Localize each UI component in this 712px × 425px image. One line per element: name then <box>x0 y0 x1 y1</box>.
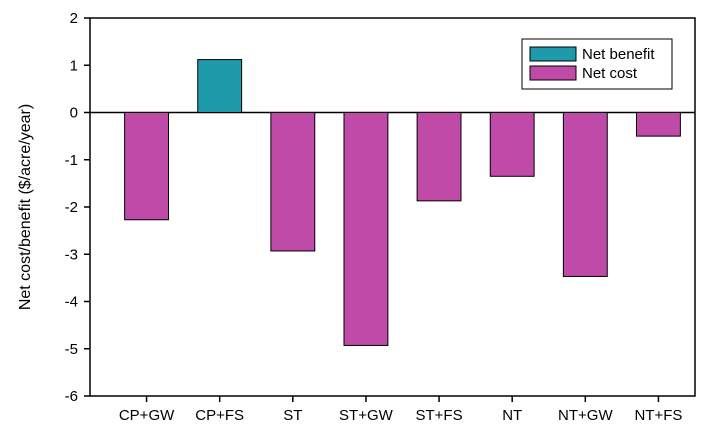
x-tick-label: NT+FS <box>634 407 682 424</box>
y-tick-label: 0 <box>70 105 78 122</box>
legend-swatch-net-benefit <box>529 46 577 62</box>
bar-st <box>270 112 316 252</box>
y-tick-label: -4 <box>65 294 78 311</box>
y-tick-label: 1 <box>70 57 78 74</box>
x-tick-label: ST <box>283 407 302 424</box>
x-tick-label: CP+GW <box>119 407 175 424</box>
y-axis-ticks: 2 1 0 -1 -2 -3 -4 -5 -6 <box>65 10 90 405</box>
x-axis-labels: CP+GW CP+FS ST ST+GW ST+FS NT NT+GW NT+FS <box>119 396 682 424</box>
bars <box>124 59 681 346</box>
bar-cp-fs <box>197 59 243 113</box>
legend-label-net-benefit: Net benefit <box>582 46 655 63</box>
x-tick-label: ST+FS <box>416 407 463 424</box>
y-tick-label: 2 <box>70 10 78 27</box>
bar-cp-gw <box>124 112 169 221</box>
bar-st-gw <box>343 112 389 346</box>
y-tick-label: -1 <box>65 152 78 169</box>
x-tick-label: NT <box>502 407 522 424</box>
bar-st-fs <box>416 112 462 202</box>
y-tick-label: -6 <box>65 388 78 405</box>
legend-label-net-cost: Net cost <box>582 65 638 82</box>
bar-nt-gw <box>562 112 608 277</box>
y-tick-label: -2 <box>65 199 78 216</box>
legend: Net benefit Net cost <box>521 38 673 90</box>
x-tick-label: CP+FS <box>195 407 244 424</box>
bar-nt-fs <box>636 112 681 137</box>
x-tick-label: ST+GW <box>339 407 394 424</box>
bar-nt <box>489 112 535 177</box>
y-axis-label: Net cost/benefit ($/acre/year) <box>17 104 34 310</box>
legend-swatch-net-cost <box>529 65 577 81</box>
y-tick-label: -5 <box>65 341 78 358</box>
x-tick-label: NT+GW <box>558 407 613 424</box>
y-tick-label: -3 <box>65 246 78 263</box>
